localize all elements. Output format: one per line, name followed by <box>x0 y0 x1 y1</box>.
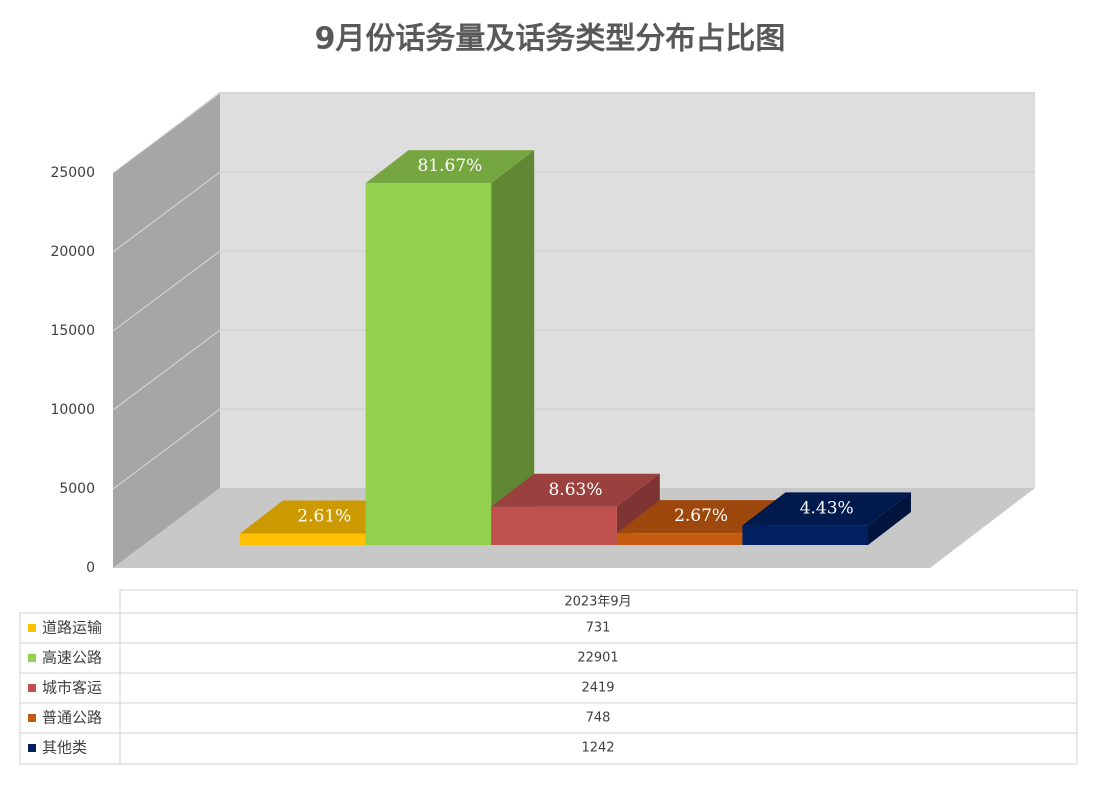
bar <box>240 533 366 545</box>
chart-title: 9月份话务量及话务类型分布占比图 <box>315 22 786 57</box>
grid: 0 5000 10000 15000 20000 25000 <box>50 92 1035 576</box>
bar <box>616 533 743 545</box>
legend-label: 普通公路 <box>42 709 102 727</box>
bar-top <box>742 492 911 526</box>
table-header: 2023年9月 <box>564 595 631 610</box>
table-value: 2419 <box>581 681 614 696</box>
table-value: 748 <box>586 711 611 726</box>
legend-label: 道路运输 <box>42 619 102 637</box>
grid-line <box>112 92 221 174</box>
bar-top <box>365 150 535 184</box>
y-tick-label: 25000 <box>50 165 95 181</box>
bar-top <box>491 473 660 507</box>
y-tick-label: 20000 <box>50 244 95 260</box>
legend-swatch <box>28 684 36 692</box>
bar <box>742 525 868 545</box>
table-value: 1242 <box>581 741 614 756</box>
legend-swatch <box>28 624 36 632</box>
table-border <box>19 612 1078 765</box>
share-label: 2.61% <box>297 506 351 526</box>
table-value: 731 <box>586 621 611 636</box>
y-tick-label: 10000 <box>50 402 95 418</box>
legend-swatch <box>28 654 36 662</box>
grid-line <box>112 329 221 411</box>
share-label: 81.67% <box>417 156 482 176</box>
bar-side <box>491 150 535 546</box>
share-label: 4.43% <box>800 498 854 518</box>
table-value: 22901 <box>577 651 618 666</box>
grid-line <box>112 250 221 332</box>
bar <box>365 183 492 546</box>
share-label: 2.67% <box>674 506 728 526</box>
grid-line <box>112 171 221 253</box>
back-wall <box>220 92 1035 488</box>
legend-label: 城市客运 <box>42 679 102 697</box>
bar-side <box>868 492 911 545</box>
y-tick-label: 5000 <box>59 481 95 497</box>
legend-label: 其他类 <box>42 739 87 757</box>
y-tick-label: 15000 <box>50 323 95 339</box>
legend-swatch <box>28 744 36 752</box>
legend-swatch <box>28 714 36 722</box>
bars: 2.61% 81.67% 8.63% 2.67% 4.43% <box>240 150 911 546</box>
y-tick-label: 0 <box>86 560 95 576</box>
legend-label: 高速公路 <box>42 649 102 667</box>
share-label: 8.63% <box>548 480 602 500</box>
side-wall <box>113 92 220 568</box>
grid-line <box>112 408 221 490</box>
bar <box>491 506 617 545</box>
